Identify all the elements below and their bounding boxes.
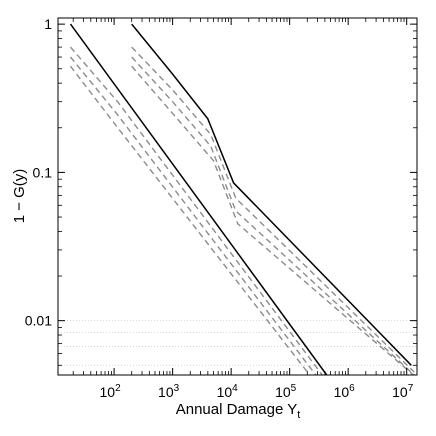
y-tick-label-0: 1 (44, 16, 52, 32)
x-tick-label-1: 103 (158, 383, 180, 400)
estimate-line-0 (69, 23, 328, 375)
band-line-2 (69, 56, 317, 375)
series-group (69, 23, 415, 375)
estimate-line-4 (131, 23, 412, 366)
y-tick-label-1: 0.1 (33, 164, 53, 180)
x-tick-label-4: 106 (334, 383, 356, 400)
x-tick-label-2: 104 (217, 383, 239, 400)
band-line-1 (69, 46, 323, 375)
x-tick-label-3: 105 (275, 383, 297, 400)
plot-frame (57, 17, 418, 376)
y-tick-label-2: 0.01 (25, 313, 52, 329)
x-tick-label-0: 102 (100, 383, 122, 400)
x-tick-label-5: 107 (392, 383, 414, 400)
band-line-7 (131, 65, 414, 375)
band-line-3 (69, 65, 311, 375)
band-line-5 (131, 46, 415, 373)
ticks: 102 103 104 105 106 107 1 0.1 0.01 (25, 16, 417, 400)
x-axis-label: Annual Damage Yt (176, 401, 301, 421)
band-line-6 (131, 56, 415, 375)
y-axis-label: 1 − G(y) (11, 169, 28, 224)
